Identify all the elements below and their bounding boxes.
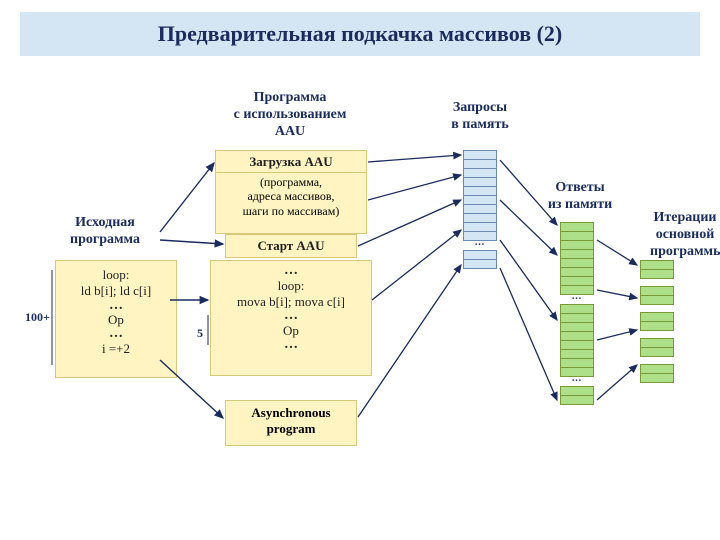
box-start-aau: Старт AAU bbox=[225, 234, 357, 258]
stack-responses: … … bbox=[560, 222, 594, 404]
stack-iterations bbox=[640, 260, 674, 382]
box-load-aau: Загрузка AAU bbox=[215, 150, 367, 174]
label-responses: Ответыиз памяти bbox=[540, 180, 620, 214]
label-source-program: Исходнаяпрограмма bbox=[60, 215, 150, 249]
box-async: Asynchronousprogram bbox=[225, 400, 357, 446]
label-requests: Запросыв память bbox=[430, 100, 530, 134]
box-details: (программа,адреса массивов,шаги по масси… bbox=[215, 172, 367, 234]
title-bar: Предварительная подкачка массивов (2) bbox=[20, 12, 700, 56]
stack-requests: … bbox=[463, 150, 497, 268]
box-mid-code: … loop: mova b[i]; mova c[i] … Op … bbox=[210, 260, 372, 376]
num-hundred: 100+ bbox=[25, 310, 50, 325]
box-left-code: loop: ld b[i]; ld c[i] … Op … i =+2 bbox=[55, 260, 177, 378]
label-program-aau: Программас использованиемAAU bbox=[210, 90, 370, 140]
page-title: Предварительная подкачка массивов (2) bbox=[158, 21, 563, 47]
num-five: 5 bbox=[197, 326, 203, 341]
label-iterations: Итерацииосновнойпрограммы bbox=[650, 210, 720, 260]
